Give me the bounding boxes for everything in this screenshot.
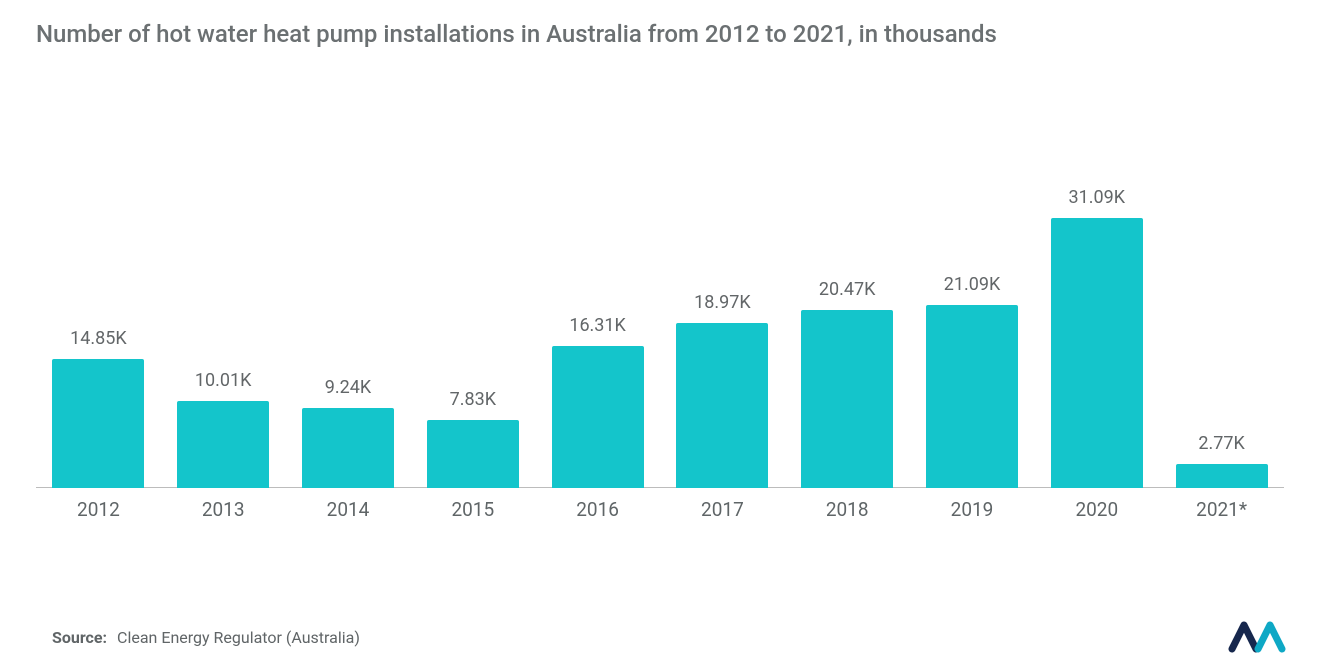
source-row: Source: Clean Energy Regulator (Australi… (52, 628, 360, 647)
chart-area: 14.85K 10.01K 9.24K 7.83K 16.31K 18.97K 20.47K… (36, 78, 1284, 558)
x-tick-label: 2013 (202, 498, 245, 521)
chart-title: Number of hot water heat pump installati… (36, 20, 1284, 48)
bar-value-label: 9.24K (325, 377, 371, 398)
bar-group: 10.01K (177, 370, 269, 488)
bar-group: 31.09K (1051, 187, 1143, 488)
bar (52, 359, 144, 488)
chart-container: Number of hot water heat pump installati… (0, 0, 1320, 665)
bar (552, 346, 644, 488)
bar (302, 408, 394, 488)
x-tick-label: 2019 (951, 498, 994, 521)
bar-value-label: 14.85K (70, 328, 127, 349)
bar-value-label: 31.09K (1069, 187, 1126, 208)
x-tick-label: 2021* (1196, 498, 1247, 521)
bar-group: 20.47K (801, 279, 893, 488)
source-text: Clean Energy Regulator (Australia) (117, 628, 360, 647)
brand-logo (1228, 619, 1290, 653)
bar-group: 14.85K (52, 328, 144, 488)
bar-value-label: 2.77K (1198, 433, 1244, 454)
plot-region: 14.85K 10.01K 9.24K 7.83K 16.31K 18.97K 20.47K… (36, 78, 1284, 488)
bar (676, 323, 768, 488)
bar-value-label: 16.31K (569, 315, 626, 336)
bar-group: 2.77K (1176, 433, 1268, 488)
bar-group: 9.24K (302, 377, 394, 488)
bar-value-label: 20.47K (819, 279, 876, 300)
x-tick-label: 2017 (701, 498, 744, 521)
source-label: Source: (52, 628, 107, 647)
logo-left-stroke (1232, 625, 1256, 649)
bar (427, 420, 519, 488)
bar (177, 401, 269, 488)
bar-value-label: 7.83K (450, 389, 496, 410)
bar (1176, 464, 1268, 488)
bar-group: 21.09K (926, 274, 1018, 488)
bar-value-label: 21.09K (944, 274, 1001, 295)
bar (801, 310, 893, 488)
bar-group: 7.83K (427, 389, 519, 488)
x-tick-label: 2016 (576, 498, 619, 521)
bar-value-label: 18.97K (694, 292, 751, 313)
bar (1051, 218, 1143, 488)
x-tick-label: 2014 (327, 498, 370, 521)
bar-value-label: 10.01K (195, 370, 252, 391)
x-axis: 2012 2013 2014 2015 2016 2017 2018 2019 2020 2021… (36, 488, 1284, 524)
x-tick-label: 2020 (1075, 498, 1118, 521)
bar-group: 18.97K (676, 292, 768, 488)
bar (926, 305, 1018, 488)
x-tick-label: 2018 (826, 498, 869, 521)
x-tick-label: 2015 (451, 498, 494, 521)
logo-right-stroke (1258, 625, 1282, 649)
bar-group: 16.31K (552, 315, 644, 488)
x-tick-label: 2012 (77, 498, 120, 521)
